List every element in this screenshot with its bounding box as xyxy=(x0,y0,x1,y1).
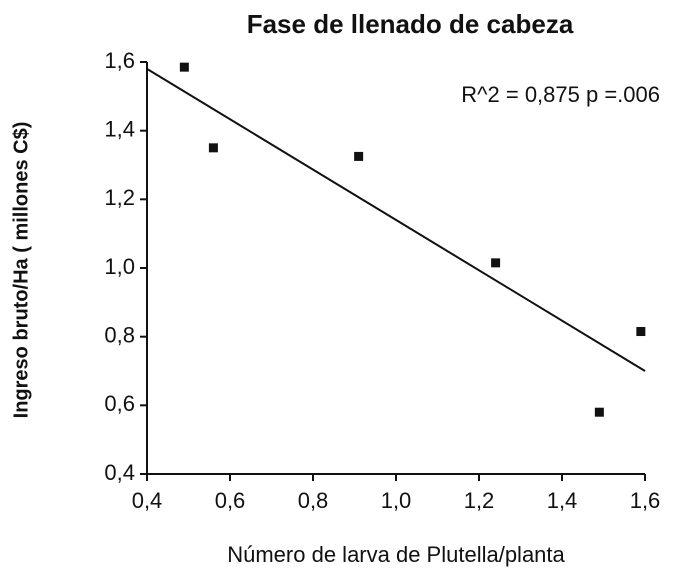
x-tick-label: 1,2 xyxy=(464,488,495,513)
x-tick-label: 1,6 xyxy=(630,488,661,513)
x-axis-title: Número de larva de Plutella/planta xyxy=(227,542,565,567)
point xyxy=(354,151,364,161)
point xyxy=(594,407,604,417)
y-tick-label: 0,4 xyxy=(104,460,135,485)
y-tick-label: 0,8 xyxy=(104,322,135,347)
x-tick-label: 1,4 xyxy=(547,488,578,513)
chart-title: Fase de llenado de cabeza xyxy=(247,9,574,39)
point xyxy=(636,327,646,337)
trend-line xyxy=(146,68,646,372)
x-tick-label: 0,4 xyxy=(132,488,163,513)
point xyxy=(491,258,501,268)
point xyxy=(179,62,189,72)
y-tick-label: 1,4 xyxy=(104,116,135,141)
point xyxy=(208,143,218,153)
y-axis-title: Ingreso bruto/Ha ( millones C$) xyxy=(10,122,32,419)
annotation: R^2 = 0,875 p =.006 xyxy=(461,82,660,107)
y-tick-label: 0,6 xyxy=(104,391,135,416)
y-tick-label: 1,0 xyxy=(104,254,135,279)
y-tick-label: 1,6 xyxy=(104,48,135,73)
x-tick-label: 1,0 xyxy=(381,488,412,513)
x-tick-label: 0,8 xyxy=(298,488,329,513)
x-tick-label: 0,6 xyxy=(215,488,246,513)
y-tick-label: 1,2 xyxy=(104,185,135,210)
